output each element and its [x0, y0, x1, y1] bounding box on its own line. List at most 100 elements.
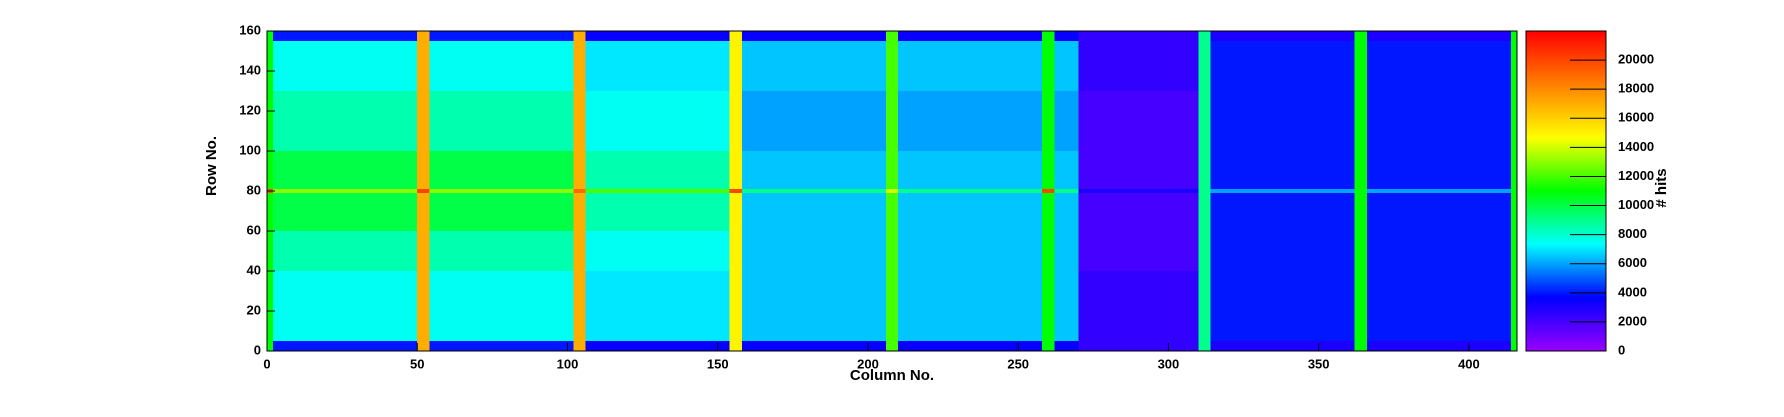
heatmap-cell [1366, 151, 1511, 189]
y-tick-label: 40 [247, 262, 261, 277]
heatmap-cell [273, 341, 418, 351]
heatmap-cell [267, 91, 274, 151]
heatmap-cell [573, 189, 586, 193]
heatmap-cell [1366, 271, 1511, 341]
heatmap-cell [585, 189, 730, 193]
heatmap-cell [1510, 91, 1517, 151]
heatmap-cell [1054, 151, 1079, 189]
heatmap-cell [1198, 91, 1211, 151]
heatmap-cell [729, 151, 742, 189]
heatmap-cell [429, 151, 574, 189]
heatmap-cell [1210, 271, 1355, 341]
heatmap-cell [729, 231, 742, 271]
heatmap-cell [1210, 231, 1355, 271]
heatmap-cell [267, 341, 274, 351]
heatmap-cell [1198, 271, 1211, 341]
y-tick-label: 80 [247, 182, 261, 197]
heatmap-cell [898, 341, 1043, 351]
heatmap-cell [1210, 193, 1355, 231]
heatmap-cell [1054, 341, 1079, 351]
heatmap-cell [1198, 231, 1211, 271]
heatmap-cell [885, 231, 899, 271]
heatmap-cell [1510, 231, 1517, 271]
heatmap-cell [429, 31, 574, 41]
heatmap-cell [585, 151, 730, 189]
heatmap-cell [885, 189, 899, 193]
heatmap-cell [1054, 231, 1079, 271]
heatmap-cell [429, 41, 574, 91]
heatmap-cell [585, 31, 730, 41]
heatmap-cell [1042, 189, 1055, 193]
heatmap-cell [1354, 193, 1367, 231]
heatmap-cell [1354, 31, 1367, 41]
heatmap-cell [573, 271, 586, 341]
heatmap-cell [267, 271, 274, 341]
x-tick-label: 150 [707, 356, 729, 371]
heatmap-cell [898, 193, 1043, 231]
y-tick-label: 0 [254, 342, 261, 357]
heatmap-cell [429, 193, 574, 231]
heatmap-cell [729, 31, 742, 41]
heatmap-cell [1366, 91, 1511, 151]
heatmap-cell [417, 271, 430, 341]
heatmap-cell [417, 31, 430, 41]
heatmap-cell [1210, 189, 1355, 193]
heatmap-cell [573, 341, 586, 351]
heatmap-cell [267, 193, 274, 231]
heatmap-cell [741, 193, 886, 231]
colorbar-tick-label: 6000 [1618, 255, 1647, 270]
heatmap-cell [1354, 341, 1367, 351]
heatmap-cell [1210, 31, 1355, 41]
heatmap-cell [267, 231, 274, 271]
heatmap-cell [1354, 271, 1367, 341]
heatmap-cell [885, 91, 899, 151]
heatmap-cell [898, 189, 1043, 193]
colorbar-tick-label: 12000 [1618, 168, 1654, 183]
heatmap-cell [417, 91, 430, 151]
colorbar-tick-label: 0 [1618, 342, 1625, 357]
heatmap-cell [729, 189, 742, 193]
heatmap-cell [1198, 189, 1211, 193]
heatmap-cell [1042, 91, 1055, 151]
colorbar-tick-label: 14000 [1618, 139, 1654, 154]
colorbar-tick-label: 8000 [1618, 226, 1647, 241]
heatmap-cell [885, 341, 899, 351]
heatmap-cell [573, 193, 586, 231]
x-tick-label: 200 [857, 356, 879, 371]
heatmap-cell [1054, 41, 1079, 91]
heatmap-cell [898, 91, 1043, 151]
heatmap-cell [429, 189, 574, 193]
heatmap-cell [741, 189, 886, 193]
heatmap-cell [1510, 151, 1517, 189]
heatmap-cell [741, 231, 886, 271]
heatmap-cell [1078, 91, 1199, 151]
y-axis-title: Row No. [203, 136, 220, 196]
colorbar-tick-label: 20000 [1618, 52, 1654, 67]
heatmap-cell [1510, 31, 1517, 41]
y-tick-label: 120 [239, 102, 261, 117]
heatmap-cell [1354, 151, 1367, 189]
heatmap-cell [1042, 271, 1055, 341]
heatmap-cell [1210, 151, 1355, 189]
colorbar-tick-label: 18000 [1618, 81, 1654, 96]
heatmap-cell [1366, 31, 1511, 41]
heatmap-cell [573, 151, 586, 189]
heatmap-cell [273, 31, 418, 41]
heatmap-cell [1078, 151, 1199, 189]
heatmap-cell [729, 91, 742, 151]
heatmap-cell [429, 231, 574, 271]
heatmap-cell [573, 41, 586, 91]
heatmap-cell [273, 189, 418, 193]
colorbar-title: # hits [1653, 168, 1670, 207]
heatmap-cell [585, 341, 730, 351]
heatmap-cell [1078, 193, 1199, 231]
heatmap-cell [1366, 193, 1511, 231]
x-tick-label: 0 [263, 356, 270, 371]
heatmap-cell [1510, 193, 1517, 231]
x-tick-label: 50 [410, 356, 424, 371]
heatmap-cell [417, 189, 430, 193]
heatmap-cell [898, 41, 1043, 91]
heatmap-cell [729, 271, 742, 341]
heatmap-cell [729, 41, 742, 91]
